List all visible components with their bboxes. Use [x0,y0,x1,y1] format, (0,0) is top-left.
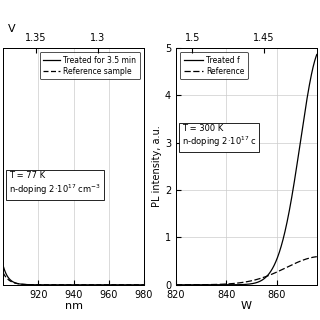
X-axis label: W: W [241,301,252,311]
Treated for 3.5 min [63,283,67,287]
Reference [284,266,288,270]
Treated for 3.5 min [98,283,102,287]
Text: T = 300 K
n-doping 2·10$^{17}$ c: T = 300 K n-doping 2·10$^{17}$ c [182,124,257,149]
Treated f [286,214,290,218]
Line: Reference: Reference [176,257,317,285]
Reference sample [142,283,146,287]
Treated for 3.5 min [16,282,20,285]
Treated for 3.5 min [111,283,115,287]
Treated for 3.5 min [58,283,62,287]
Treated f [284,226,288,230]
Treated for 3.5 min [1,264,5,268]
Reference sample [58,283,62,287]
Y-axis label: PL intensity, a.u.: PL intensity, a.u. [152,125,162,207]
Reference sample [98,283,102,287]
Reference sample [114,283,117,287]
Text: V: V [8,24,16,34]
Reference [315,255,319,259]
Text: T = 77 K
n-doping 2·10$^{17}$ cm$^{-3}$: T = 77 K n-doping 2·10$^{17}$ cm$^{-3}$ [9,171,101,196]
Reference [188,283,192,287]
Reference [231,282,235,285]
Treated f [188,283,192,287]
Line: Treated for 3.5 min: Treated for 3.5 min [3,266,144,285]
X-axis label: nm: nm [65,301,83,311]
Legend: Treated f, Reference: Treated f, Reference [180,52,248,79]
Reference sample [63,283,67,287]
Treated for 3.5 min [114,283,117,287]
Reference [271,272,275,276]
Reference [174,283,178,287]
Treated f [271,266,275,270]
Legend: Treated for 3.5 min, Reference sample: Treated for 3.5 min, Reference sample [40,52,140,79]
Reference sample [1,271,5,275]
Treated f [236,283,240,287]
Line: Treated f: Treated f [176,54,317,285]
Treated f [231,283,235,287]
Reference [286,265,290,268]
Treated f [174,283,178,287]
Reference sample [111,283,115,287]
Reference [236,281,240,285]
Reference sample [16,282,20,285]
Treated for 3.5 min [142,283,146,287]
Treated f [315,52,319,56]
Line: Reference sample: Reference sample [3,273,144,285]
